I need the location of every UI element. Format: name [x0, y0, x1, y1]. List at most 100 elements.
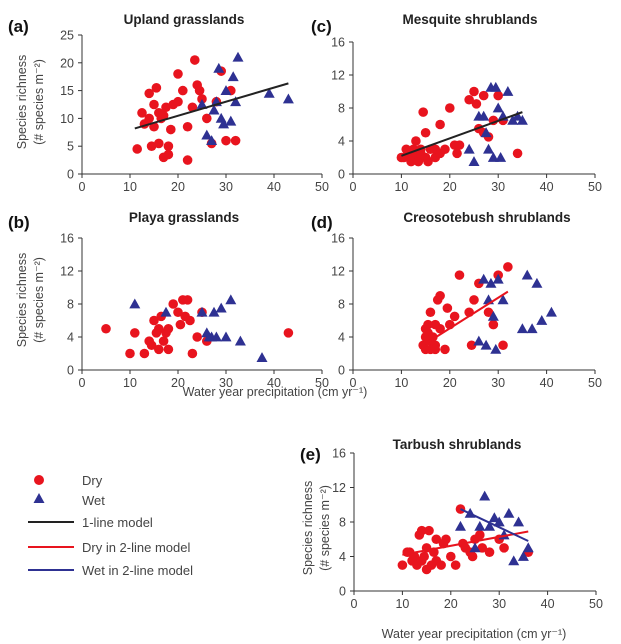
data-point-wet [160, 306, 172, 317]
data-point-dry [441, 534, 451, 545]
panel-title-c: Mesquite shrublands [402, 12, 537, 27]
data-point-dry [154, 344, 164, 355]
x-tick-label-d: 20 [443, 376, 457, 390]
x-tick-label-c: 50 [588, 180, 602, 194]
data-point-dry [194, 85, 205, 96]
data-point-dry [466, 340, 477, 351]
data-point-dry [409, 551, 420, 562]
data-point-wet [493, 516, 505, 527]
data-point-wet [210, 331, 222, 342]
data-point-dry [416, 525, 427, 536]
data-point-wet [512, 110, 524, 121]
data-point-dry [139, 348, 150, 359]
data-point-dry [173, 307, 183, 318]
y-tick-label-a: 20 [60, 56, 74, 70]
data-point-dry [477, 543, 488, 553]
data-point-dry [478, 90, 489, 101]
data-point-wet [230, 96, 242, 107]
panel-title-d: Creosotebush shrublands [403, 210, 570, 225]
data-point-dry [423, 156, 433, 167]
data-point-dry [471, 99, 482, 109]
panel-e: (e) Tarbush shrublands Species richness … [300, 437, 566, 641]
panel-label-e: (e) [300, 445, 321, 464]
data-point-dry [151, 83, 162, 93]
data-point-wet [220, 85, 232, 95]
data-point-dry [397, 560, 408, 570]
data-point-wet [225, 115, 237, 126]
data-point-wet [487, 310, 499, 321]
x-tick-label-b: 10 [123, 376, 137, 390]
y-tick-label-c: 16 [331, 36, 345, 50]
panel-c: (c) Mesquite shrublands [311, 12, 538, 36]
data-point-dry [163, 149, 174, 160]
data-point-wet [483, 143, 495, 154]
data-point-dry [467, 551, 478, 562]
data-point-wet [485, 277, 497, 288]
y-tick-label-b: 4 [67, 331, 74, 345]
data-point-wet [503, 507, 515, 518]
data-point-dry [144, 113, 154, 124]
y-tick-label-a: 0 [67, 168, 74, 182]
data-point-wet [492, 273, 504, 284]
data-point-dry [154, 323, 164, 334]
data-point-dry [185, 315, 195, 326]
data-point-dry [149, 99, 159, 110]
data-point-wet [478, 110, 490, 121]
data-point-wet [473, 335, 485, 346]
data-point-dry [221, 135, 231, 146]
data-point-wet [480, 339, 492, 350]
data-point-wet [495, 152, 507, 162]
data-point-wet [526, 323, 538, 334]
x-tick-label-a: 10 [123, 180, 137, 194]
data-point-dry [178, 85, 188, 96]
y-tick-label-c: 12 [331, 69, 345, 83]
data-point-dry [202, 113, 212, 124]
x-tick-label-e: 30 [492, 597, 506, 611]
data-point-dry [149, 315, 159, 326]
data-point-dry [168, 299, 178, 309]
data-point-wet [516, 323, 528, 334]
y-axis-label-a-line1: Species richness [15, 55, 29, 150]
data-point-wet [227, 71, 239, 82]
data-point-wet [208, 104, 220, 115]
data-point-dry [125, 348, 135, 359]
x-tick-label-a: 40 [267, 180, 281, 194]
data-point-dry [418, 107, 428, 117]
x-tick-label-d: 30 [491, 376, 505, 390]
data-point-wet [531, 277, 543, 288]
data-point-dry [512, 148, 523, 159]
data-point-wet [497, 294, 509, 305]
plot-c: 0 10 20 30 40 50 0 4 8 12 16 [331, 36, 602, 195]
data-point-dry [166, 124, 176, 135]
data-point-dry [449, 311, 460, 322]
data-point-dry [454, 270, 465, 280]
data-point-dry [445, 103, 455, 113]
panel-title-e: Tarbush shrublands [393, 437, 522, 452]
data-point-wet [225, 294, 237, 305]
data-point-wet [282, 93, 294, 104]
data-point-wet [490, 81, 502, 92]
data-point-dry [197, 94, 207, 104]
data-point-dry [446, 551, 456, 562]
data-point-wet [463, 143, 475, 154]
x-tick-label-c: 10 [394, 180, 408, 194]
x-tick-label-d: 40 [540, 376, 554, 390]
x-tick-label-a: 50 [315, 180, 329, 194]
data-point-dry [175, 319, 186, 330]
data-point-wet [469, 542, 481, 553]
panel-d: (d) Creosotebush shrublands [311, 210, 571, 232]
x-tick-label-d: 50 [588, 376, 602, 390]
legend-label-wet-2-line: Wet in 2-line model [82, 563, 193, 578]
data-point-dry [435, 119, 445, 130]
data-point-dry [424, 525, 434, 536]
x-tick-label-c: 20 [443, 180, 457, 194]
data-point-dry [420, 127, 431, 138]
data-point-dry [154, 138, 164, 149]
data-point-dry [423, 319, 433, 330]
data-point-dry [435, 290, 445, 301]
panel-b: (b) Playa grasslands Species richness (#… [8, 210, 239, 347]
y-tick-label-b: 16 [60, 232, 74, 246]
data-point-wet [201, 129, 213, 140]
x-tick-label-a: 0 [79, 180, 86, 194]
data-point-dry [419, 551, 429, 562]
